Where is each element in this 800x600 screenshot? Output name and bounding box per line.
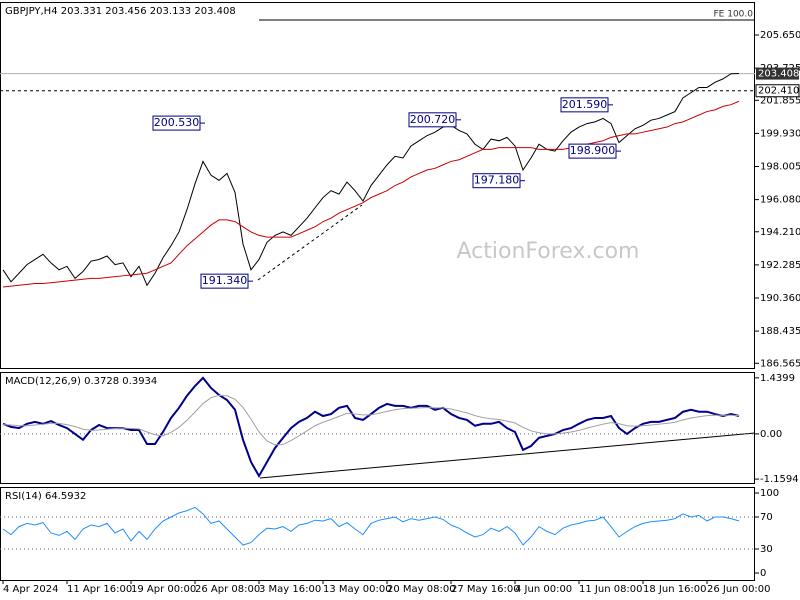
annotation-label: 197.180 (474, 174, 520, 187)
y-tick-label: 70 (760, 512, 773, 523)
rsi-panel (0, 487, 755, 581)
y-tick-label: 205.650 (760, 30, 800, 41)
x-tick-label: 11 Apr 16:00 (67, 584, 132, 595)
x-tick-label: 13 May 00:00 (323, 584, 392, 595)
series-line (2, 394, 740, 446)
y-tick-label: 30 (760, 544, 773, 555)
x-tick-label: 4 Apr 2024 (3, 584, 58, 595)
x-tick-label: 3 May 16:00 (259, 584, 321, 595)
price-box (755, 84, 800, 98)
x-tick-label: 18 Jun 16:00 (643, 584, 707, 595)
macd-trend-line (259, 432, 756, 479)
annotation-label: 201.590 (562, 98, 608, 111)
annotation-label: 191.340 (202, 274, 248, 287)
x-tick-label: 26 Jun 00:00 (707, 584, 771, 595)
panel-title: GBPJPY,H4 203.331 203.456 203.133 203.40… (5, 6, 236, 17)
current-price-label: 203.408 (758, 69, 799, 80)
x-tick-label: 4 Jun 00:00 (515, 584, 572, 595)
y-tick-label: 196.080 (760, 195, 800, 206)
price-panel (0, 2, 755, 369)
y-tick-label: 190.360 (760, 293, 800, 304)
annotation-label: 200.530 (154, 116, 200, 129)
y-tick-label: 0.00 (760, 429, 782, 440)
current-price-box (756, 67, 799, 80)
panel-title: MACD(12,26,9) 0.3728 0.3934 (5, 376, 157, 387)
y-tick-label: 194.210 (760, 227, 800, 238)
series-line (2, 100, 740, 288)
y-tick-label: 0 (760, 568, 766, 579)
price-label: 202.410 (758, 86, 799, 97)
y-tick-label: 1.4399 (760, 373, 795, 384)
x-tick-label: 19 Apr 00:00 (131, 584, 196, 595)
y-tick-label: 188.435 (760, 326, 800, 337)
y-tick-label: 201.855 (760, 95, 800, 106)
x-tick-label: 27 May 16:00 (451, 584, 520, 595)
series-line (2, 376, 740, 479)
y-tick-label: 100 (760, 488, 779, 499)
macd-panel (0, 372, 755, 484)
watermark: ActionForex.com (457, 239, 640, 264)
series-line (2, 506, 740, 546)
y-tick-label: 199.930 (760, 128, 800, 139)
y-tick-label: -1.1594 (760, 474, 799, 485)
y-tick-label: 186.565 (760, 358, 800, 369)
x-tick-label: 11 Jun 08:00 (579, 584, 643, 595)
x-tick-label: 20 May 08:00 (387, 584, 456, 595)
x-tick-label: 26 Apr 08:00 (195, 584, 260, 595)
y-tick-label: 198.005 (760, 162, 800, 173)
annotation-label: 200.720 (410, 113, 456, 126)
annotation-label: 198.900 (570, 144, 616, 157)
fe-label: FE 100.0 (714, 10, 754, 20)
panel-title: RSI(14) 64.5932 (5, 491, 86, 502)
y-tick-label: 192.285 (760, 260, 800, 271)
